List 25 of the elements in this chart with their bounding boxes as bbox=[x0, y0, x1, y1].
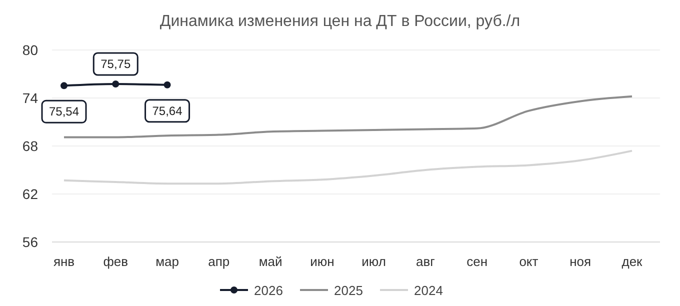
x-tick-label: фев bbox=[103, 254, 128, 269]
x-tick-label: апр bbox=[208, 254, 230, 269]
x-tick-label: мар bbox=[156, 254, 179, 269]
x-tick-label: янв bbox=[53, 254, 75, 269]
x-tick-label: дек bbox=[622, 254, 643, 269]
x-tick-label: сен bbox=[466, 254, 488, 269]
x-tick-label: май bbox=[258, 254, 282, 269]
data-label: 75,54 bbox=[48, 104, 80, 119]
x-tick-label: июл bbox=[362, 254, 386, 269]
line-series bbox=[63, 150, 633, 185]
data-label: 75,64 bbox=[152, 104, 183, 118]
x-tick-label: ноя bbox=[570, 254, 592, 269]
data-label: 75,75 bbox=[100, 57, 131, 71]
chart-title: Динамика изменения цен на ДТ в России, руб./л bbox=[160, 13, 520, 30]
y-tick-label: 74 bbox=[22, 90, 38, 106]
y-tick-label: 62 bbox=[22, 186, 38, 202]
x-tick-label: окт bbox=[519, 254, 538, 269]
y-tick-label: 68 bbox=[22, 138, 38, 154]
legend-label: 2026 bbox=[254, 283, 283, 298]
y-tick-label: 80 bbox=[22, 42, 38, 58]
legend-label: 2024 bbox=[414, 283, 443, 298]
x-tick-label: авг bbox=[416, 254, 436, 269]
legend-label: 2025 bbox=[334, 283, 363, 298]
y-tick-label: 56 bbox=[22, 234, 38, 250]
x-tick-label: июн bbox=[310, 254, 334, 269]
